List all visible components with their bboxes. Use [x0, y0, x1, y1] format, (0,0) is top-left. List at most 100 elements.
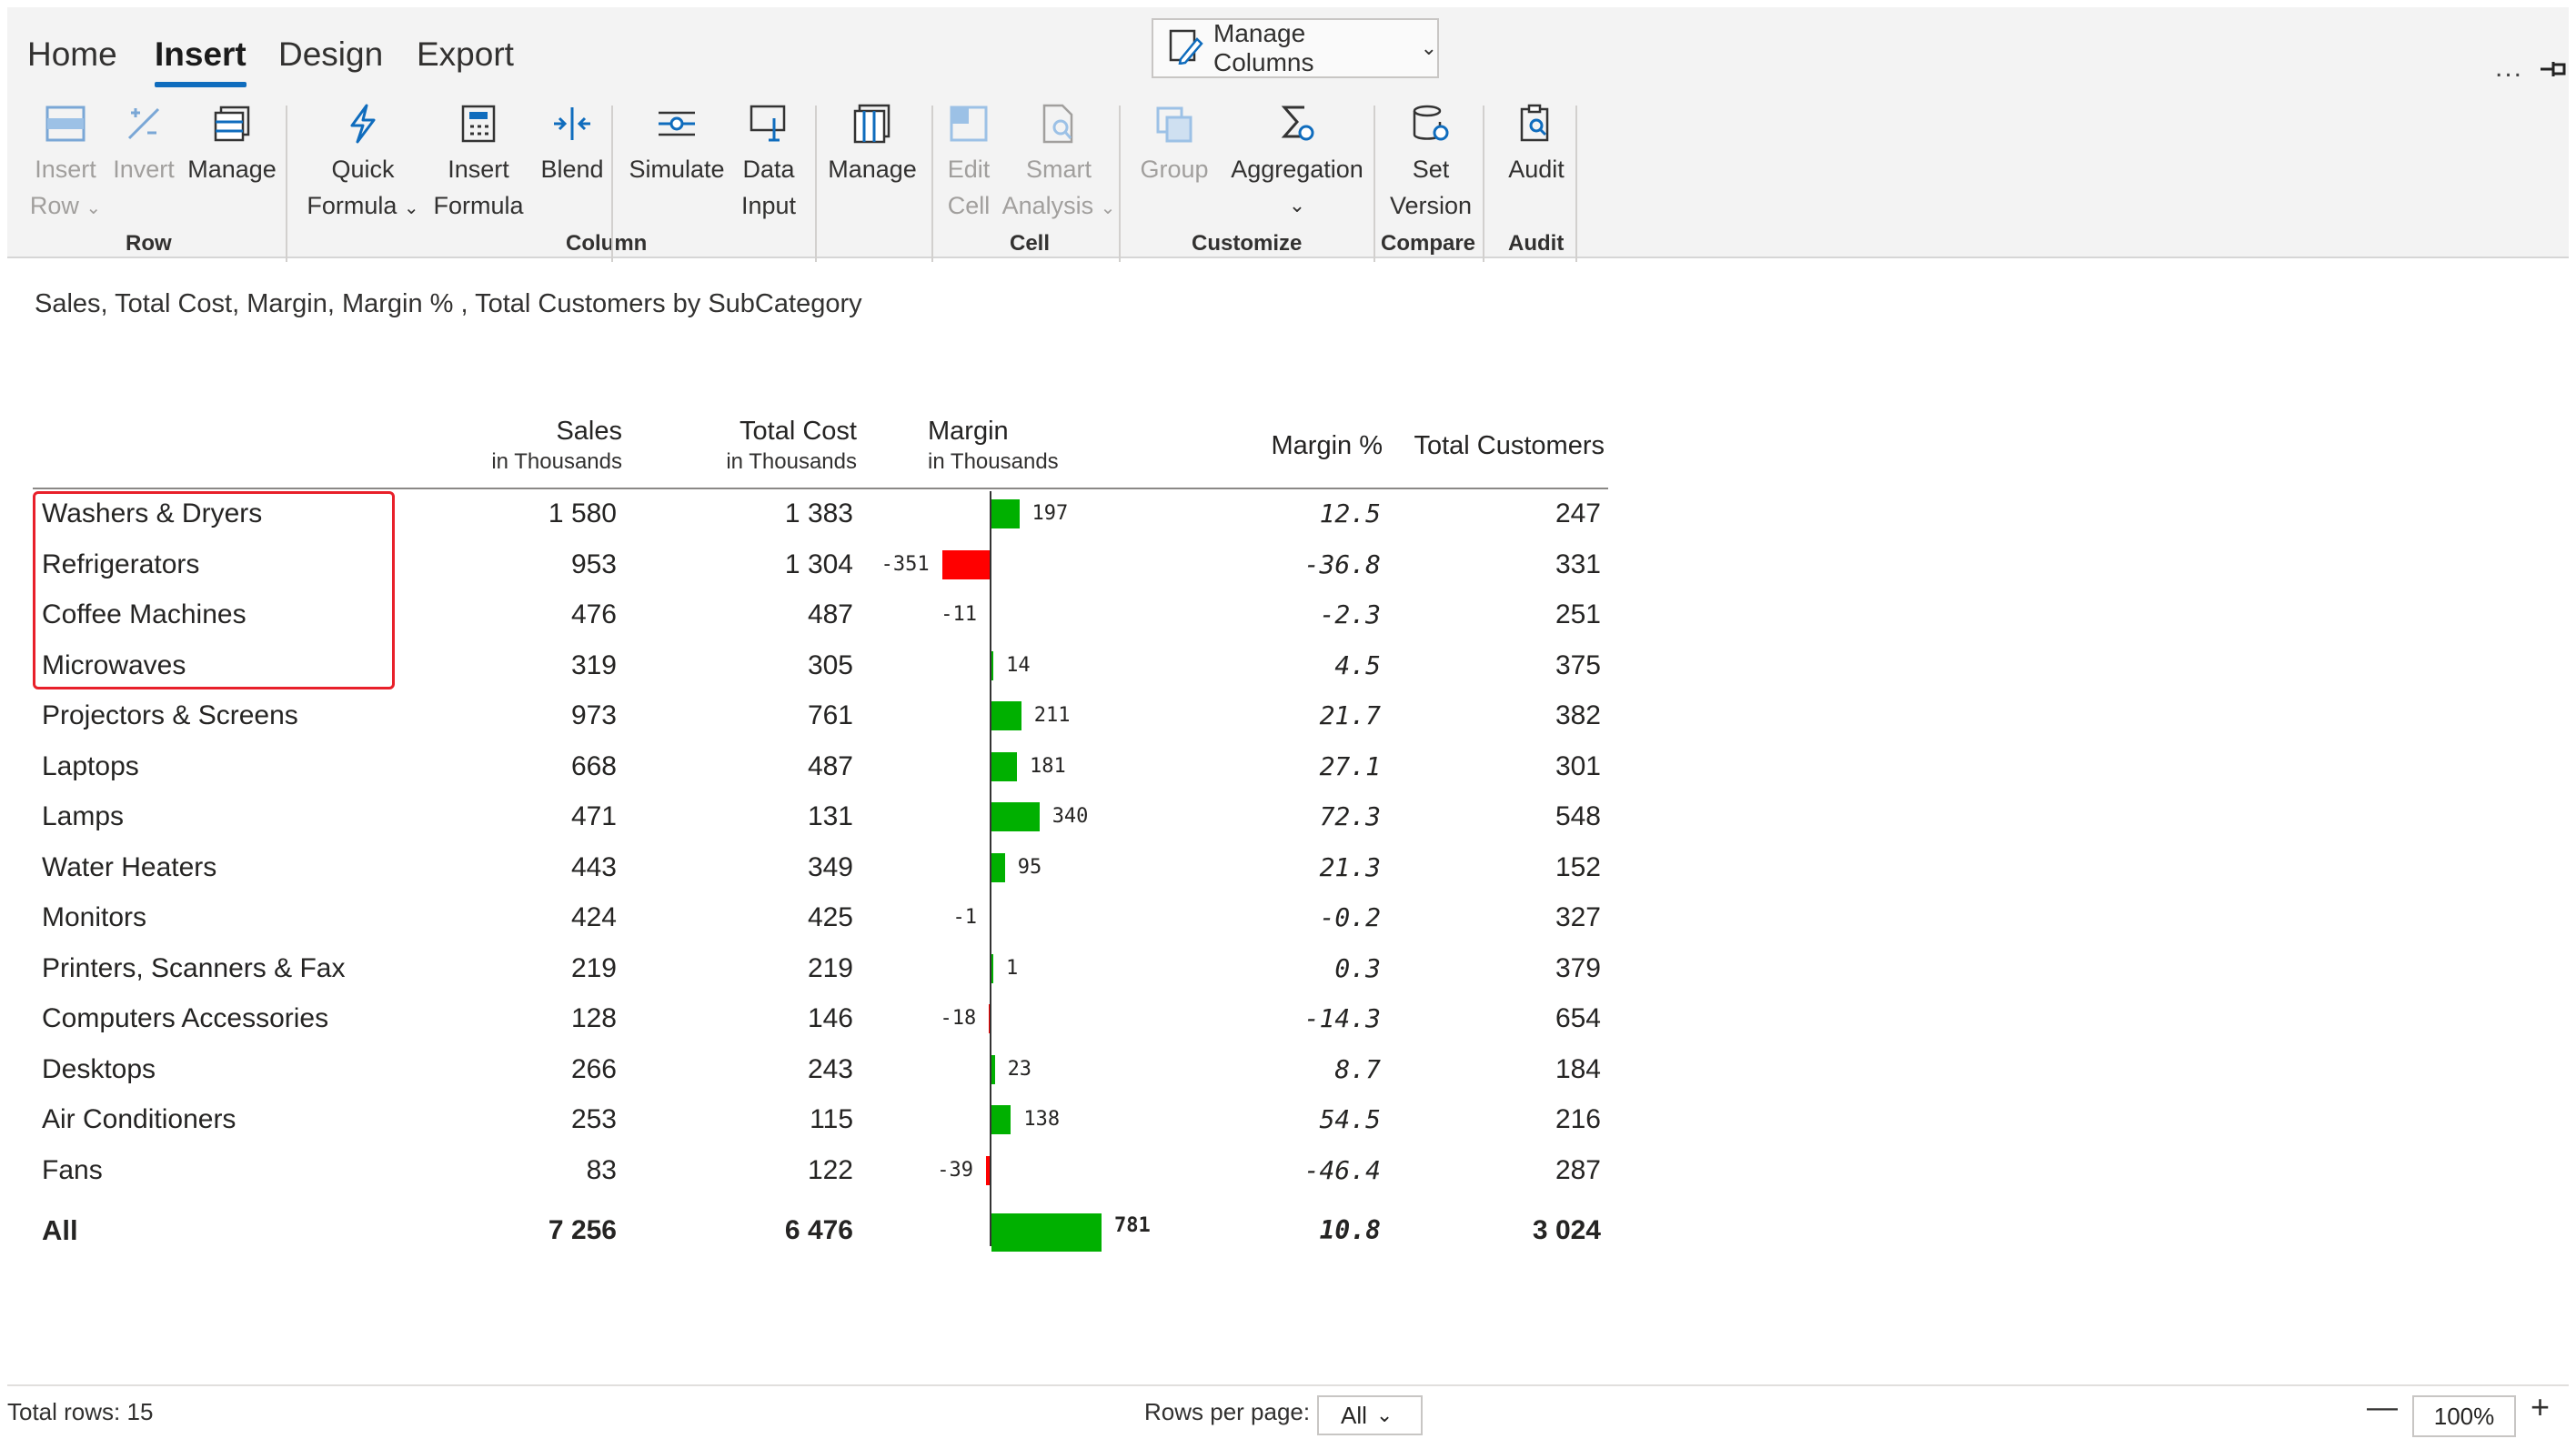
row-category-name[interactable]: Projectors & Screens [42, 700, 298, 730]
tab-home[interactable]: Home [27, 35, 117, 73]
invert-button[interactable]: Invert [106, 102, 182, 187]
row-category-name[interactable]: Coffee Machines [42, 599, 247, 629]
sales-header-unit: in Thousands [491, 449, 622, 474]
aggregation-label: Aggregation [1231, 156, 1363, 183]
total-cost-value: 146 [807, 1003, 853, 1033]
table-row: Lamps 471 131 340 72.3 548 [0, 794, 1637, 840]
row-category-name[interactable]: Desktops [42, 1053, 156, 1084]
sigma-gear-icon [1217, 102, 1377, 146]
total-cost-value: 243 [807, 1053, 853, 1084]
ribbon-separator [931, 106, 933, 262]
edit-cell-button[interactable]: Edit Cell [935, 102, 1002, 224]
database-gear-icon [1381, 102, 1481, 146]
total-cost-value: 487 [807, 599, 853, 629]
margin-data-label: -351 [880, 552, 930, 576]
aggregation-button[interactable]: Aggregation ⌄ [1217, 102, 1377, 224]
insert-row-icon [27, 102, 104, 146]
audit-icon [1488, 102, 1585, 146]
margin-bar-positive [991, 751, 1018, 781]
sales-value: 443 [570, 851, 617, 882]
sales-value: 83 [586, 1154, 617, 1185]
tab-insert[interactable]: Insert [155, 31, 247, 87]
margin-data-label: 23 [1007, 1057, 1032, 1081]
manage-columns-button[interactable]: Manage Columns ⌄ [1152, 18, 1439, 78]
insert-formula-button[interactable]: Insert Formula [426, 102, 531, 224]
smart-analysis-label: Smart [1025, 156, 1092, 183]
row-category-name[interactable]: Printers, Scanners & Fax [42, 952, 346, 983]
sales-value: 266 [570, 1053, 617, 1084]
row-category-name[interactable]: Washers & Dryers [42, 498, 263, 528]
margin-data-label: 781 [1114, 1214, 1151, 1237]
margin-pct-value: 27.1 [1319, 750, 1381, 781]
margin-data-label: 14 [1006, 653, 1031, 677]
quick-formula-button[interactable]: Quick Formula ⌄ [297, 102, 429, 226]
data-input-button[interactable]: Data Input [726, 102, 811, 224]
total-customers-value: 247 [1555, 498, 1601, 528]
zoom-level-input[interactable]: 100% [2412, 1395, 2516, 1437]
quick-formula-label-2: Formula ⌄ [307, 192, 419, 219]
tab-export[interactable]: Export [417, 35, 514, 73]
table-row: Water Heaters 443 349 95 21.3 152 [0, 845, 1637, 891]
data-input-label-2: Input [740, 192, 797, 219]
more-options-icon[interactable]: ... [2495, 53, 2524, 83]
simulate-button[interactable]: Simulate [619, 102, 735, 187]
edit-columns-icon [1168, 26, 1204, 71]
total-cost-value: 1 304 [784, 548, 853, 579]
total-cost-value: 1 383 [784, 498, 853, 528]
set-version-button[interactable]: Set Version [1381, 102, 1481, 224]
chevron-down-icon: ⌄ [1288, 194, 1306, 216]
calculator-icon [426, 102, 531, 146]
group-label-row: Row [126, 231, 172, 256]
insert-formula-label: Insert [448, 156, 509, 183]
rows-per-page-select[interactable]: All ⌄ [1317, 1395, 1423, 1435]
sales-value: 1 580 [548, 498, 617, 528]
manage-row-button[interactable]: Manage [182, 102, 282, 187]
row-category-name[interactable]: Computers Accessories [42, 1003, 329, 1033]
margin-data-label: -18 [940, 1007, 977, 1030]
row-category-name[interactable]: Refrigerators [42, 548, 200, 579]
pin-icon[interactable] [2539, 58, 2570, 86]
total-row: All 7 256 6 476 781 10.8 3 024 [0, 1208, 1637, 1253]
row-category-name[interactable]: Air Conditioners [42, 1104, 236, 1134]
row-category-name[interactable]: Microwaves [42, 649, 186, 680]
rows-per-page-value: All [1341, 1401, 1367, 1429]
margin-pct-value: -36.8 [1303, 548, 1381, 579]
group-button[interactable]: Group [1132, 102, 1217, 187]
insert-formula-label-2: Formula [433, 192, 524, 219]
row-category-name[interactable]: All [42, 1214, 78, 1246]
row-category-name[interactable]: Water Heaters [42, 851, 217, 882]
total-customers-value: 331 [1555, 548, 1601, 579]
margin-pct-value: 21.3 [1319, 851, 1381, 882]
column-header-margin-pct[interactable]: Margin % [1210, 429, 1384, 462]
column-header-total-customers[interactable]: Total Customers [1383, 429, 1605, 462]
ribbon-separator [1119, 106, 1121, 262]
group-icon [1132, 102, 1217, 146]
invert-label: Invert [113, 156, 175, 183]
ribbon-separator [1483, 106, 1484, 262]
manage-button[interactable]: Manage [819, 102, 926, 187]
margin-bar-positive [991, 953, 993, 983]
row-category-name[interactable]: Fans [42, 1154, 103, 1185]
column-header-margin[interactable]: Margin in Thousands [928, 415, 1092, 477]
insert-row-button[interactable]: Insert Row ⌄ [27, 102, 104, 226]
row-category-name[interactable]: Monitors [42, 902, 147, 932]
column-header-sales[interactable]: Sales in Thousands [437, 415, 622, 477]
margin-pct-value: 72.3 [1319, 801, 1381, 831]
row-category-name[interactable]: Lamps [42, 801, 125, 831]
table-row: Desktops 266 243 23 8.7 184 [0, 1047, 1637, 1092]
tab-design[interactable]: Design [278, 35, 384, 73]
blend-button[interactable]: Blend [533, 102, 611, 187]
column-header-total-cost[interactable]: Total Cost in Thousands [673, 415, 857, 477]
margin-bar-positive [991, 1054, 995, 1084]
report-title: Sales, Total Cost, Margin, Margin % , To… [35, 289, 862, 318]
zoom-in-button[interactable]: + [2531, 1388, 2551, 1425]
blend-icon [533, 102, 611, 146]
zoom-out-button[interactable]: — [2367, 1390, 2398, 1424]
row-category-name[interactable]: Laptops [42, 750, 139, 781]
edit-cell-label-2: Cell [947, 192, 991, 219]
margin-pct-value: 0.3 [1334, 952, 1381, 983]
total-cost-value: 761 [807, 700, 853, 730]
audit-button[interactable]: Audit [1488, 102, 1585, 187]
smart-analysis-button[interactable]: Smart Analysis ⌄ [1001, 102, 1117, 226]
sales-value: 319 [570, 649, 617, 680]
